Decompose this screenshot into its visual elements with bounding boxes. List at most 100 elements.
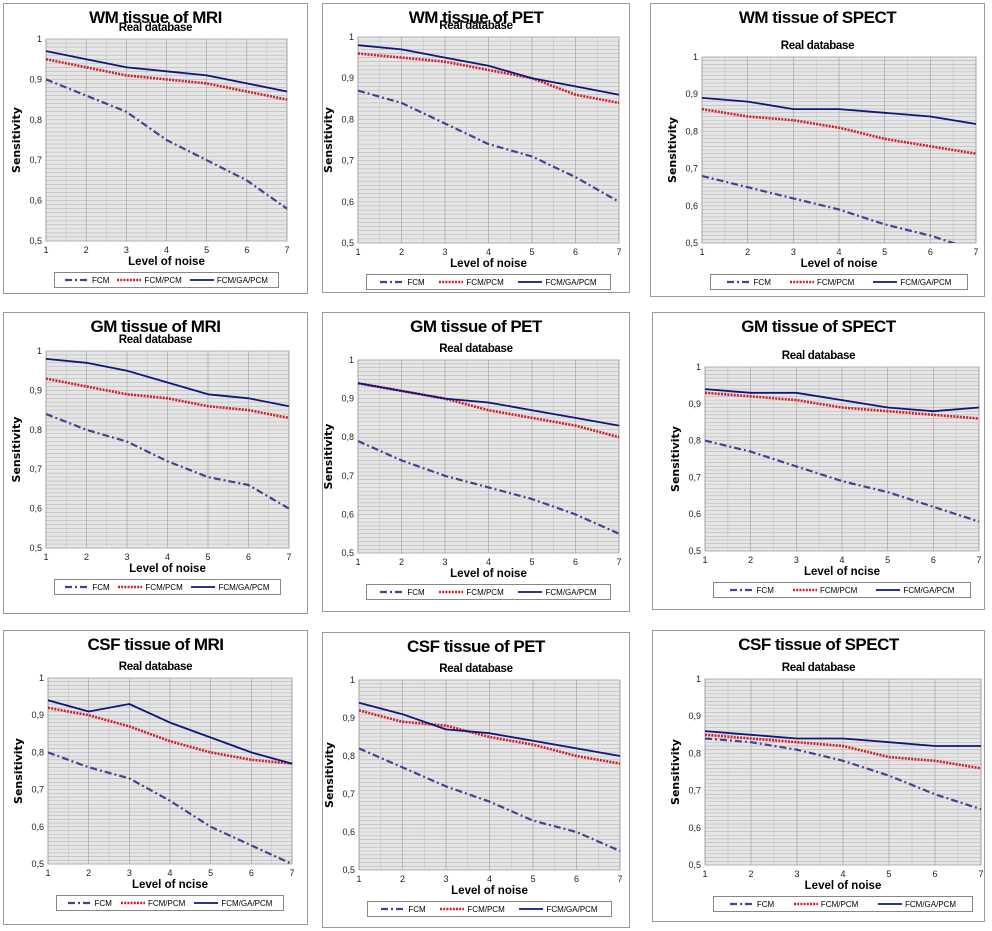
y-tick-label: 0,9 bbox=[29, 385, 42, 395]
chart-subtitle: Real database bbox=[781, 662, 856, 674]
legend-label: FCM/PCM bbox=[466, 587, 504, 597]
x-tick-label: 1 bbox=[356, 874, 361, 884]
y-axis-label: Sensitivity bbox=[10, 417, 23, 483]
legend-label: FCM bbox=[407, 277, 425, 287]
y-tick-label: 0,9 bbox=[685, 89, 698, 99]
y-tick-label: 0,6 bbox=[31, 822, 44, 832]
y-tick-label: 0,8 bbox=[342, 751, 355, 761]
x-tick-label: 3 bbox=[442, 247, 447, 257]
legend-label: FCM bbox=[92, 582, 110, 592]
y-tick-label: 1 bbox=[696, 674, 701, 684]
y-axis-label: Sensitivity bbox=[669, 426, 682, 492]
legend-swatch bbox=[194, 902, 219, 904]
x-tick-label: 6 bbox=[573, 557, 578, 567]
chart-panel: CSF tissue of SPECT Real database 0,5 0,6 0,… bbox=[652, 630, 985, 922]
legend-label: FCM/PCM bbox=[816, 277, 855, 287]
chart-title: GM tissue of MRI bbox=[90, 317, 221, 336]
x-tick-label: 7 bbox=[978, 869, 983, 879]
chart-svg: 0,5 0,6 0,7 0,8 0,9 1 1 2 3 4 5 6 7 Level of noise Sen… bbox=[323, 675, 623, 897]
y-tick-label: 1 bbox=[37, 346, 42, 356]
y-tick-label: 0,5 bbox=[342, 865, 355, 875]
legend-label: FCM bbox=[408, 904, 426, 914]
y-tick-label: 0,5 bbox=[685, 238, 698, 248]
legend-label: FCM/PCM bbox=[145, 582, 183, 592]
x-tick-label: 5 bbox=[885, 555, 890, 565]
y-tick-label: 0,8 bbox=[688, 436, 701, 446]
x-tick-label: 3 bbox=[794, 555, 799, 565]
y-tick-label: 0,8 bbox=[685, 126, 698, 136]
x-axis-label: Level of ncise bbox=[132, 879, 208, 891]
legend-swatch bbox=[440, 907, 465, 911]
chart-legend: FCM FCM/PCM FCM/GA/PCM bbox=[366, 274, 611, 290]
y-tick-label: 0,7 bbox=[688, 786, 701, 796]
x-axis-label: Level of noise bbox=[805, 880, 882, 892]
legend-swatch bbox=[118, 585, 143, 589]
legend-item: FCM/GA/PCM bbox=[189, 276, 268, 285]
x-tick-label: 2 bbox=[400, 874, 405, 884]
x-tick-label: 4 bbox=[487, 874, 492, 884]
x-tick-label: 6 bbox=[574, 874, 579, 884]
chart-legend: FCM FCM/PCM FCM/GA/PCM bbox=[54, 272, 279, 288]
legend-swatch bbox=[381, 907, 406, 911]
x-tick-label: 7 bbox=[286, 552, 291, 562]
legend-swatch bbox=[65, 585, 90, 589]
legend-item: FCM bbox=[381, 904, 426, 914]
chart-legend: FCM FCM/PCM FCM/GA/PCM bbox=[710, 274, 968, 290]
x-tick-label: 7 bbox=[617, 874, 622, 884]
chart-panel: WM tissue of PET Real database 0,5 0,6 0,7 0,… bbox=[322, 3, 630, 293]
x-tick-label: 7 bbox=[616, 557, 621, 567]
x-tick-label: 6 bbox=[249, 868, 254, 878]
y-tick-label: 0,7 bbox=[342, 789, 355, 799]
x-tick-label: 6 bbox=[928, 247, 933, 257]
y-axis-label: Sensitivity bbox=[12, 738, 25, 804]
legend-swatch bbox=[792, 588, 817, 592]
x-tick-label: 1 bbox=[355, 247, 360, 257]
y-axis-label: Sensitivity bbox=[323, 742, 336, 808]
chart-svg: 0,5 0,6 0,7 0,8 0,9 1 1 2 3 4 5 6 7 Level of noise Sen… bbox=[323, 32, 622, 270]
y-tick-label: 0,8 bbox=[31, 747, 44, 757]
x-tick-label: 2 bbox=[399, 557, 404, 567]
legend-swatch bbox=[439, 590, 464, 594]
legend-item: FCM/GA/PCM bbox=[876, 586, 954, 595]
legend-item: FCM/GA/PCM bbox=[518, 587, 597, 597]
y-tick-label: 0,7 bbox=[31, 785, 44, 795]
legend-label: FCM/GA/PCM bbox=[900, 277, 952, 287]
chart-svg: 0,5 0,6 0,7 0,8 0,9 1 1 2 3 4 5 6 7 Level of ncise Sen… bbox=[12, 673, 295, 891]
chart-panel: CSF tissue of PET Real database 0,5 0,6 0,7 0… bbox=[322, 632, 630, 928]
legend-swatch bbox=[519, 908, 544, 910]
legend-item: FCM/PCM bbox=[789, 277, 855, 287]
x-tick-label: 6 bbox=[931, 555, 936, 565]
x-tick-label: 1 bbox=[45, 868, 50, 878]
legend-item: FCM/GA/PCM bbox=[518, 278, 597, 287]
x-tick-label: 3 bbox=[794, 869, 799, 879]
x-tick-label: 2 bbox=[84, 245, 89, 255]
legend-label: FCM/GA/PCM bbox=[545, 587, 597, 597]
chart-subtitle: Real database bbox=[439, 663, 513, 675]
legend-swatch bbox=[191, 586, 216, 588]
chart-svg: 0,5 0,6 0,7 0,8 0,9 1 1 2 3 4 5 6 7 Level of noise Sen… bbox=[666, 52, 979, 270]
y-tick-label: 0,8 bbox=[341, 432, 354, 442]
chart-panel: GM tissue of SPECT Real database 0,5 0,6 0,7… bbox=[652, 312, 985, 610]
x-tick-label: 3 bbox=[791, 247, 796, 257]
legend-swatch bbox=[726, 280, 751, 284]
legend-label: FCM bbox=[94, 898, 112, 908]
x-tick-label: 3 bbox=[442, 557, 447, 567]
x-tick-label: 5 bbox=[882, 247, 887, 257]
chart-legend: FCM FCM/PCM FCM/GA/PCM bbox=[366, 584, 611, 600]
y-tick-label: 0,9 bbox=[29, 74, 42, 84]
legend-label: FCM/PCM bbox=[820, 899, 859, 909]
legend-item: FCM bbox=[729, 586, 774, 595]
legend-swatch bbox=[729, 902, 754, 906]
legend-item: FCM/GA/PCM bbox=[191, 583, 270, 592]
x-tick-label: 3 bbox=[443, 874, 448, 884]
y-tick-label: 0,9 bbox=[31, 710, 44, 720]
legend-swatch bbox=[120, 901, 145, 905]
legend-item: FCM bbox=[67, 898, 112, 908]
y-tick-label: 0,7 bbox=[29, 155, 42, 165]
y-tick-label: 0,9 bbox=[688, 399, 701, 409]
x-tick-label: 4 bbox=[164, 245, 169, 255]
legend-label: FCM bbox=[753, 277, 771, 287]
chart-subtitle: Real database bbox=[118, 334, 193, 346]
chart-title: CSF tissue of SPECT bbox=[738, 635, 899, 654]
x-tick-label: 4 bbox=[486, 247, 491, 257]
